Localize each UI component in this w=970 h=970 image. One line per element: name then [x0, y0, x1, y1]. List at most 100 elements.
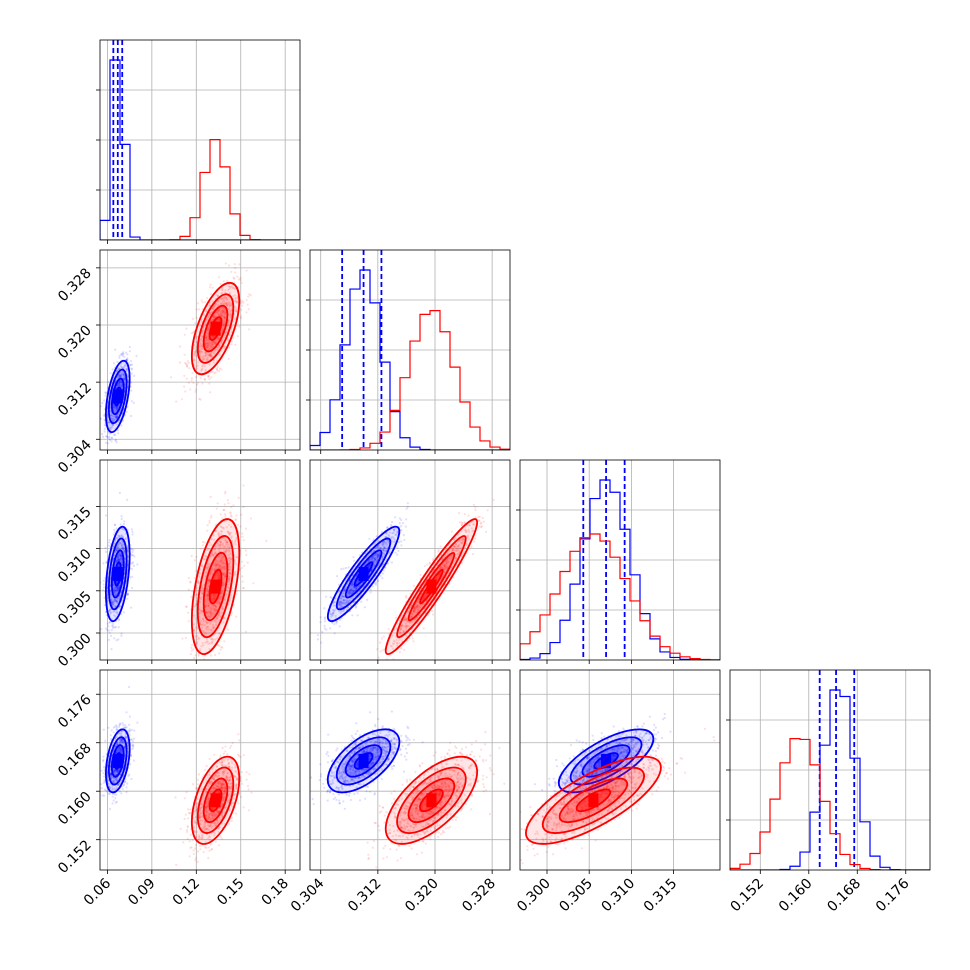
scatter-point-blue — [116, 406, 119, 409]
scatter-point-red — [204, 351, 207, 354]
scatter-point-blue — [104, 391, 107, 395]
scatter-point-red — [372, 663, 374, 665]
scatter-point-blue — [114, 416, 117, 419]
scatter-point-red — [205, 341, 209, 345]
scatter-point-red — [197, 680, 199, 682]
scatter-point-red — [215, 303, 218, 306]
scatter-point-red — [210, 514, 213, 517]
scatter-point-blue — [130, 528, 133, 531]
scatter-point-red — [185, 363, 188, 366]
scatter-point-red — [169, 376, 173, 379]
scatter-point-red — [194, 654, 197, 657]
scatter-point-red — [183, 333, 186, 336]
scatter-point-blue — [115, 369, 119, 372]
scatter-point-blue — [117, 534, 120, 537]
scatter-point-red — [203, 313, 206, 316]
scatter-point-red — [201, 350, 204, 354]
density-peak-red — [210, 321, 221, 336]
scatter-point-red — [212, 315, 215, 318]
scatter-point-blue — [112, 419, 115, 422]
scatter-point-red — [220, 313, 223, 317]
scatter-point-blue — [131, 575, 134, 578]
scatter-point-blue — [115, 409, 118, 412]
scatter-point-red — [200, 320, 203, 323]
scatter-point-blue — [119, 556, 122, 560]
scatter-point-blue — [118, 356, 121, 359]
scatter-point-red — [207, 342, 210, 345]
scatter-point-blue — [122, 611, 125, 614]
scatter-point-red — [222, 311, 225, 314]
scatter-point-blue — [115, 599, 118, 602]
scatter-point-red — [226, 304, 229, 307]
scatter-point-blue — [122, 546, 125, 549]
scatter-point-blue — [114, 438, 117, 441]
panel-contents — [310, 460, 510, 665]
scatter-point-red — [225, 303, 228, 307]
scatter-point-blue — [356, 614, 359, 617]
scatter-point-red — [241, 300, 244, 303]
scatter-point-blue — [119, 523, 122, 526]
scatter-point-red — [210, 341, 213, 344]
scatter-point-red — [214, 564, 217, 567]
scatter-point-red — [222, 280, 225, 283]
scatter-point-blue — [107, 418, 110, 422]
scatter-point-blue — [120, 534, 123, 537]
scatter-point-red — [206, 318, 209, 321]
scatter-point-red — [211, 286, 214, 289]
scatter-point-red — [210, 319, 213, 322]
scatter-point-blue — [103, 423, 107, 427]
scatter-point-blue — [119, 385, 123, 388]
scatter-point-red — [207, 597, 210, 600]
scatter-point-blue — [132, 401, 135, 404]
scatter-point-red — [224, 262, 227, 265]
scatter-point-blue — [111, 457, 113, 459]
scatter-point-blue — [118, 383, 121, 386]
scatter-point-blue — [102, 589, 105, 592]
scatter-point-blue — [118, 354, 121, 357]
scatter-point-blue — [109, 589, 112, 592]
scatter-point-blue — [119, 553, 122, 556]
scatter-point-blue — [122, 522, 126, 526]
scatter-point-blue — [397, 549, 400, 552]
scatter-point-blue — [117, 559, 120, 562]
scatter-point-blue — [115, 407, 118, 410]
scatter-point-blue — [112, 404, 115, 407]
scatter-point-red — [244, 549, 247, 552]
scatter-point-red — [195, 348, 198, 351]
scatter-point-red — [219, 513, 222, 516]
scatter-point-blue — [114, 418, 117, 421]
scatter-point-red — [208, 378, 211, 381]
scatter-point-blue — [120, 544, 123, 548]
scatter-point-blue — [398, 541, 401, 544]
scatter-point-blue — [323, 627, 327, 630]
scatter-point-blue — [116, 546, 119, 550]
scatter-point-blue — [324, 595, 328, 598]
scatter-point-red — [213, 372, 216, 375]
scatter-point-blue — [119, 541, 122, 545]
scatter-point-blue — [119, 554, 122, 557]
scatter-point-blue — [126, 353, 129, 356]
scatter-point-blue — [115, 416, 118, 419]
scatter-point-blue — [130, 381, 133, 384]
scatter-point-red — [223, 503, 226, 506]
scatter-point-blue — [118, 558, 121, 561]
scatter-point-red — [232, 287, 235, 290]
scatter-point-red — [211, 370, 214, 373]
scatter-point-red — [203, 378, 206, 381]
scatter-point-blue — [122, 367, 125, 370]
scatter-point-red — [188, 702, 190, 704]
scatter-point-blue — [119, 555, 122, 558]
scatter-point-blue — [119, 557, 122, 561]
scatter-point-blue — [116, 587, 119, 590]
scatter-point-red — [212, 307, 215, 310]
scatter-point-blue — [106, 442, 109, 445]
scatter-point-blue — [123, 376, 126, 379]
scatter-point-blue — [119, 556, 122, 559]
scatter-point-blue — [400, 544, 403, 547]
scatter-point-red — [236, 301, 239, 304]
scatter-point-blue — [110, 597, 113, 600]
scatter-point-blue — [131, 562, 134, 565]
scatter-point-blue — [129, 360, 133, 363]
scatter-point-blue — [100, 405, 102, 408]
